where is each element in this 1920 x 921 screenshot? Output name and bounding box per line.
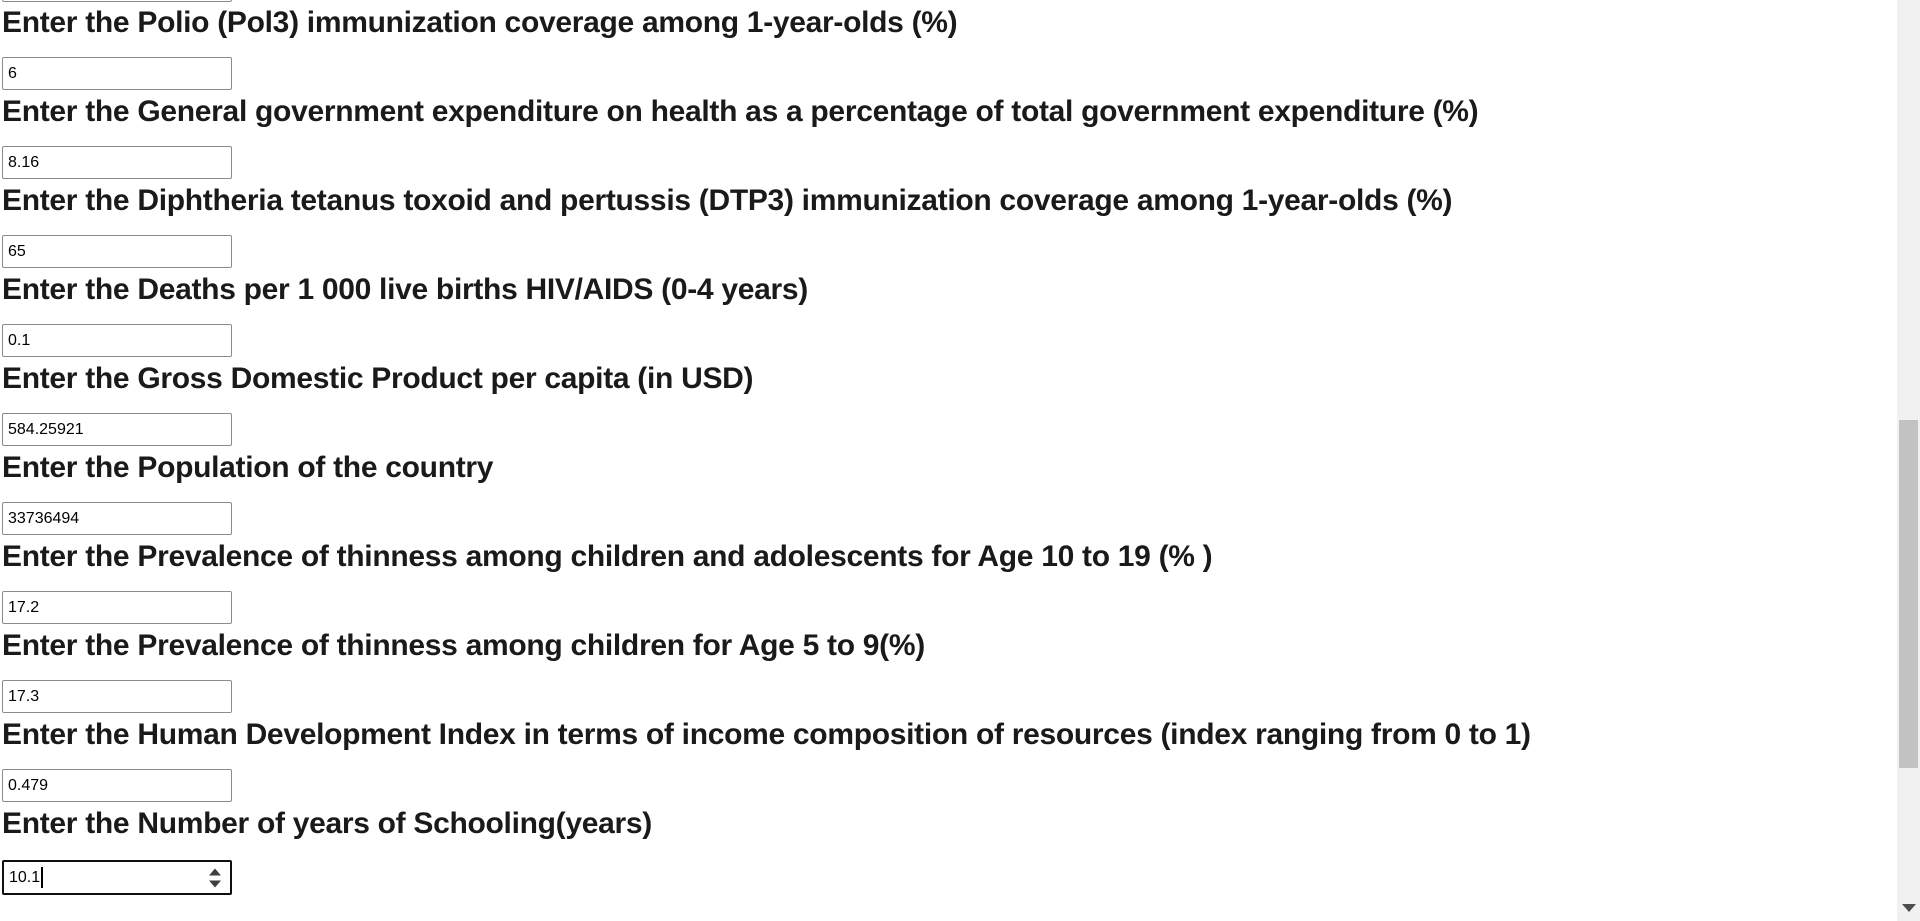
gdp-per-capita-input[interactable] bbox=[2, 413, 232, 446]
dtp3-coverage-label: Enter the Diphtheria tetanus toxoid and … bbox=[2, 184, 1453, 217]
govt-health-expenditure-input[interactable] bbox=[2, 146, 232, 179]
number-spinner[interactable] bbox=[209, 868, 221, 887]
scrollbar-thumb[interactable] bbox=[1899, 420, 1918, 768]
schooling-years-input[interactable]: 10.1 bbox=[2, 860, 232, 895]
hdi-income-input[interactable] bbox=[2, 769, 232, 802]
hiv-aids-deaths-label: Enter the Deaths per 1 000 live births H… bbox=[2, 273, 808, 306]
schooling-years-label: Enter the Number of years of Schooling(y… bbox=[2, 807, 652, 840]
polio-coverage-label: Enter the Polio (Pol3) immunization cove… bbox=[2, 6, 958, 39]
previous-question-input[interactable] bbox=[2, 0, 232, 2]
hdi-income-label: Enter the Human Development Index in ter… bbox=[2, 718, 1531, 751]
thinness-10-19-label: Enter the Prevalence of thinness among c… bbox=[2, 540, 1213, 573]
schooling-years-value: 10.1 bbox=[9, 868, 41, 886]
thinness-10-19-input[interactable] bbox=[2, 591, 232, 624]
chevron-down-icon bbox=[1901, 904, 1916, 912]
text-caret bbox=[41, 867, 44, 888]
spinner-down-icon[interactable] bbox=[209, 880, 221, 887]
polio-coverage-input[interactable] bbox=[2, 57, 232, 90]
population-label: Enter the Population of the country bbox=[2, 451, 494, 484]
population-input[interactable] bbox=[2, 502, 232, 535]
health-data-form: Enter the Polio (Pol3) immunization cove… bbox=[2, 0, 1531, 895]
hiv-aids-deaths-input[interactable] bbox=[2, 324, 232, 357]
thinness-5-9-input[interactable] bbox=[2, 680, 232, 713]
spinner-up-icon[interactable] bbox=[209, 868, 221, 875]
dtp3-coverage-input[interactable] bbox=[2, 235, 232, 268]
govt-health-expenditure-label: Enter the General government expenditure… bbox=[2, 95, 1479, 128]
gdp-per-capita-label: Enter the Gross Domestic Product per cap… bbox=[2, 362, 754, 395]
scrollbar[interactable] bbox=[1897, 0, 1920, 921]
scroll-down-button[interactable] bbox=[1897, 895, 1920, 921]
thinness-5-9-label: Enter the Prevalence of thinness among c… bbox=[2, 629, 925, 662]
